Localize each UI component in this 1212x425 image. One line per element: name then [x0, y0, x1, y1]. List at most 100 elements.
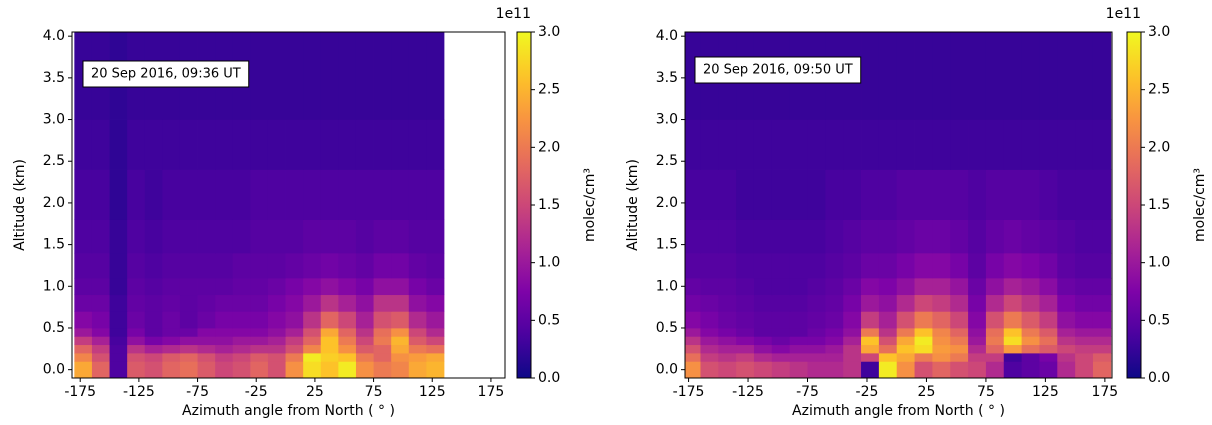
heatmap-cell [789, 352, 808, 362]
heatmap-cell [197, 294, 216, 312]
heatmap-cell [250, 361, 269, 378]
heatmap-cell [736, 294, 755, 312]
heatmap-cell [267, 361, 286, 378]
heatmap-cell [320, 294, 339, 312]
cells [74, 32, 445, 378]
heatmap-cell [771, 311, 791, 329]
heatmap-cell [807, 219, 826, 254]
heatmap-cell [1075, 169, 1094, 220]
heatmap-cell [932, 32, 951, 120]
colorbar-tick-label: 0.5 [1148, 312, 1170, 328]
heatmap-cell [843, 219, 862, 254]
heatmap-cell [1057, 327, 1076, 337]
heatmap-cell [197, 352, 216, 362]
heatmap-cell [250, 219, 269, 254]
heatmap-cell [771, 169, 791, 220]
heatmap-cell [843, 311, 862, 329]
heatmap-cell [391, 361, 410, 378]
heatmap-cell [861, 32, 880, 120]
heatmap-cell [320, 344, 339, 354]
heatmap-cell [91, 327, 110, 337]
heatmap-cell [700, 277, 719, 296]
heatmap-cell [950, 344, 969, 354]
heatmap-cell [753, 277, 773, 296]
heatmap-cell [215, 294, 234, 312]
heatmap-cell [109, 294, 128, 312]
heatmap-cell [355, 169, 374, 220]
heatmap-cell [950, 361, 969, 378]
heatmap-cell [285, 119, 304, 170]
heatmap-cell [338, 169, 357, 220]
y-tick-label: 0.0 [656, 362, 678, 378]
annotation: 20 Sep 2016, 09:50 UT [694, 56, 862, 84]
heatmap-cell [1021, 294, 1040, 312]
heatmap-cell [896, 169, 915, 220]
heatmap-cell [179, 277, 198, 296]
heatmap-cell [197, 311, 216, 329]
heatmap-cell [968, 294, 987, 312]
heatmap-cell [1039, 336, 1058, 346]
heatmap-cell [914, 344, 933, 354]
heatmap-cell [303, 294, 322, 312]
heatmap-cell [685, 294, 701, 312]
heatmap-cell [408, 252, 427, 279]
heatmap-cell [91, 361, 110, 378]
x-tick-label: 175 [1091, 384, 1118, 400]
heatmap-cell [162, 294, 181, 312]
y-tick-label: 4.0 [43, 28, 65, 44]
heatmap-cell [789, 344, 808, 354]
heatmap-cell [685, 336, 701, 346]
heatmap-cell [950, 277, 969, 296]
heatmap-cell [303, 119, 322, 170]
heatmap-cell [320, 361, 339, 378]
heatmap-cell [914, 311, 933, 329]
heatmap-cell [373, 344, 392, 354]
heatmap-cell [914, 294, 933, 312]
heatmap-cell [718, 119, 737, 170]
heatmap-cell [985, 294, 1005, 312]
heatmap-cell [179, 119, 198, 170]
heatmap-cell [736, 119, 755, 170]
heatmap-cell [771, 219, 791, 254]
heatmap-cell [373, 252, 392, 279]
heatmap-cell [753, 169, 773, 220]
heatmap-cell [285, 252, 304, 279]
heatmap-cell [162, 336, 181, 346]
heatmap-cell [950, 311, 969, 329]
heatmap-cell [320, 119, 339, 170]
heatmap-cell [285, 327, 304, 337]
annotation: 20 Sep 2016, 09:36 UT [82, 60, 250, 88]
heatmap-cell [162, 169, 181, 220]
heatmap-cell [1075, 336, 1094, 346]
heatmap-cell [197, 169, 216, 220]
heatmap-cell [896, 32, 915, 120]
heatmap-cell [985, 344, 1005, 354]
heatmap-cell [355, 32, 374, 120]
heatmap-cell [1021, 344, 1040, 354]
heatmap-cell [1092, 252, 1112, 279]
heatmap-cell [197, 344, 216, 354]
heatmap-cell [771, 352, 791, 362]
heatmap-cell [878, 352, 898, 362]
heatmap-cell [789, 219, 808, 254]
heatmap-cell [861, 277, 880, 296]
heatmap-cell [179, 169, 198, 220]
heatmap-cell [1003, 169, 1023, 220]
heatmap-cell [753, 327, 773, 337]
heatmap-cell [950, 336, 969, 346]
heatmap-cell [250, 169, 269, 220]
heatmap-cell [320, 352, 339, 362]
heatmap-cell [789, 277, 808, 296]
heatmap-cell [338, 344, 357, 354]
heatmap-cell [162, 344, 181, 354]
heatmap-cell [700, 344, 719, 354]
heatmap-cell [736, 361, 755, 378]
heatmap-cell [91, 119, 110, 170]
heatmap-cell [162, 361, 181, 378]
colorbar-tick-label: 2.5 [1148, 82, 1170, 98]
heatmap-cell [753, 361, 773, 378]
heatmap-cell [932, 219, 951, 254]
heatmap-cell [736, 352, 755, 362]
heatmap-cell [285, 336, 304, 346]
heatmap-cell [1039, 32, 1058, 120]
